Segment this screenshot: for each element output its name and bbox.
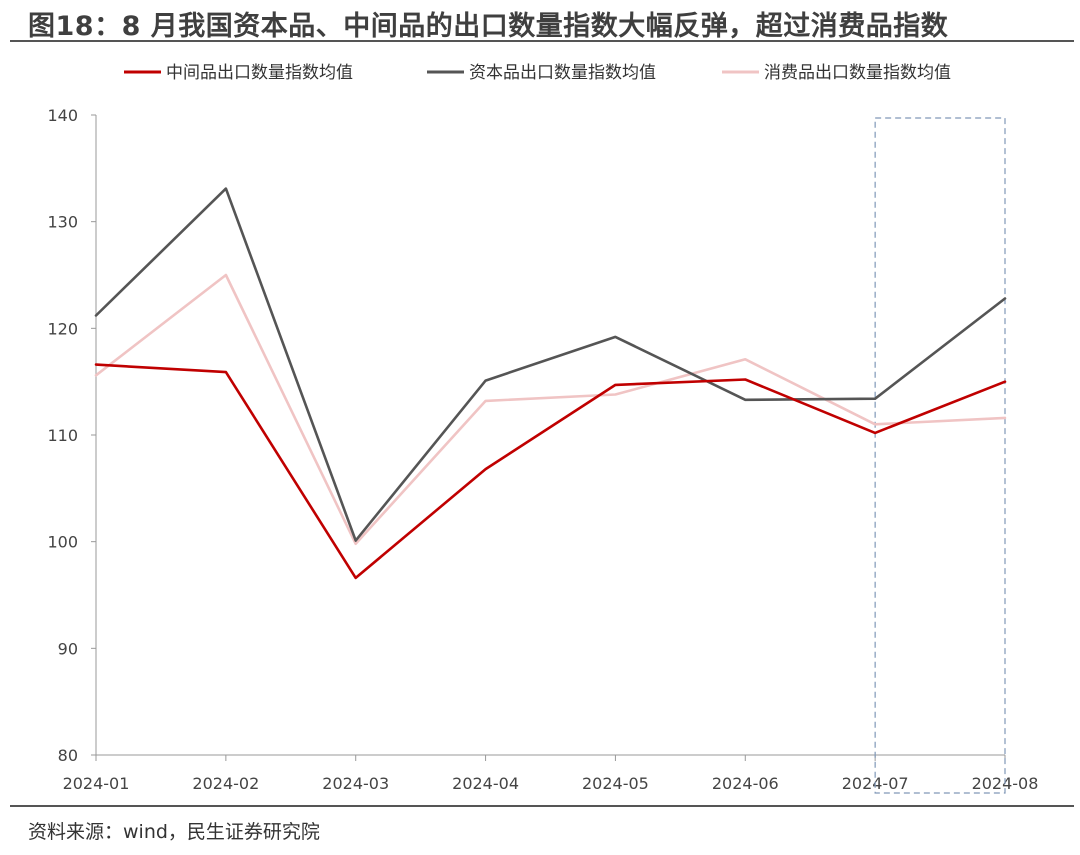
series-line-2 — [94, 273, 1007, 546]
x-tick-label: 2024-05 — [582, 774, 649, 793]
x-tick-label: 2024-06 — [712, 774, 779, 793]
x-tick-label: 2024-04 — [452, 774, 519, 793]
x-tick-label: 2024-01 — [63, 774, 130, 793]
highlight-rect — [874, 117, 1006, 794]
y-tick-label: 120 — [47, 319, 78, 338]
y-tick-label: 90 — [58, 639, 78, 658]
legend-label: 消费品出口数量指数均值 — [764, 63, 951, 83]
figure-title: 图18：8 月我国资本品、中间品的出口数量指数大幅反弹，超过消费品指数 — [28, 11, 949, 42]
legend-label: 中间品出口数量指数均值 — [166, 63, 353, 83]
series-line-1 — [94, 187, 1007, 542]
line-chart: 中间品出口数量指数均值 资本品出口数量指数均值 消费品出口数量指数均值 80 90 10… — [47, 63, 1038, 794]
y-tick-label: 110 — [47, 426, 78, 445]
series-line-0 — [94, 363, 1007, 580]
highlight-box — [874, 117, 1006, 794]
axes: 80 90 100 110 120 130 140 2024-01 2024-02 2024-03… — [47, 106, 1038, 793]
top-divider — [10, 40, 1074, 42]
legend: 中间品出口数量指数均值 资本品出口数量指数均值 消费品出口数量指数均值 — [124, 63, 951, 83]
legend-label: 资本品出口数量指数均值 — [469, 63, 656, 83]
y-tick-label: 140 — [47, 106, 78, 125]
bottom-divider — [10, 805, 1074, 807]
x-tick-label: 2024-03 — [322, 774, 389, 793]
y-tick-label: 80 — [58, 746, 78, 765]
y-tick-label: 100 — [47, 533, 78, 552]
x-tick-label: 2024-02 — [192, 774, 259, 793]
source-note: 资料来源：wind，民生证券研究院 — [28, 821, 320, 843]
series-lines — [94, 187, 1007, 580]
y-tick-label: 130 — [47, 213, 78, 232]
